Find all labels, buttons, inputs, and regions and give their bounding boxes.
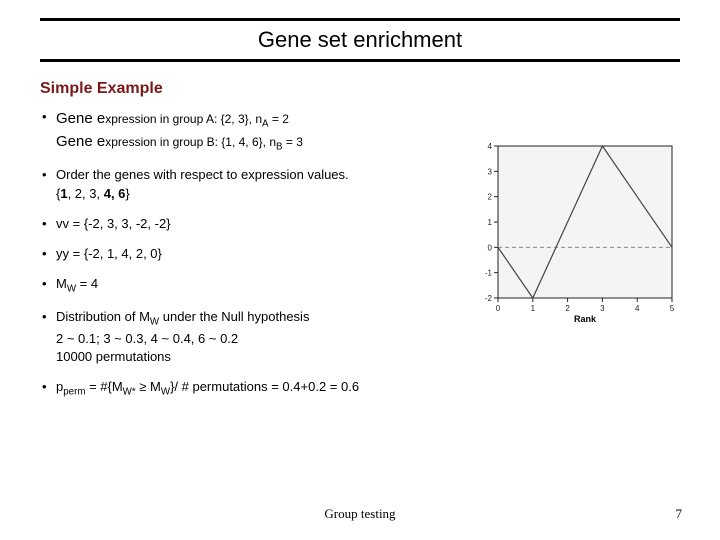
svg-text:-2: -2 [485, 294, 493, 303]
chart-svg: -2 -1 0 1 2 3 4 0 1 2 3 4 5 Rank [470, 138, 680, 328]
bullet-5: MW = 4 [40, 275, 466, 296]
svg-text:4: 4 [488, 142, 493, 151]
svg-text:1: 1 [488, 218, 493, 227]
bullet-4: yy = {-2, 1, 4, 2, 0} [40, 245, 466, 263]
svg-text:-1: -1 [485, 269, 493, 278]
bullet-6: Distribution of MW under the Null hypoth… [40, 308, 466, 366]
svg-text:3: 3 [488, 167, 493, 176]
svg-text:5: 5 [670, 304, 675, 313]
svg-text:2: 2 [488, 193, 493, 202]
svg-text:4: 4 [635, 304, 640, 313]
svg-text:2: 2 [565, 304, 570, 313]
bullet-7: pperm = #{MW* ≥ MW}/ # permutations = 0.… [40, 378, 466, 399]
rule-bottom [40, 59, 680, 62]
subtitle: Simple Example [40, 80, 680, 98]
title-block: Gene set enrichment [40, 18, 680, 62]
chart: -2 -1 0 1 2 3 4 0 1 2 3 4 5 Rank [470, 138, 680, 328]
svg-text:Rank: Rank [574, 314, 597, 324]
bullet-2: Order the genes with respect to expressi… [40, 166, 466, 202]
svg-text:0: 0 [488, 243, 493, 252]
bullet-3: vv = {-2, 3, 3, -2, -2} [40, 215, 466, 233]
svg-text:3: 3 [600, 304, 605, 313]
bullet-list: Gene expression in group A: {2, 3}, nA =… [40, 108, 466, 411]
page-number: 7 [676, 506, 683, 522]
slide-title: Gene set enrichment [40, 21, 680, 59]
svg-text:0: 0 [496, 304, 501, 313]
bullet-1: Gene expression in group A: {2, 3}, nA =… [40, 108, 466, 154]
svg-text:1: 1 [531, 304, 536, 313]
footer-text: Group testing [0, 506, 720, 522]
